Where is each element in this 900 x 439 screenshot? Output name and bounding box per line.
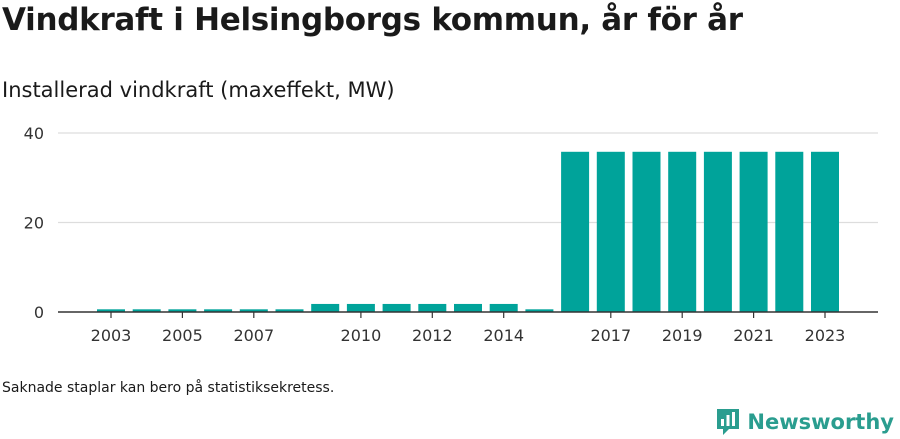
x-tick-label: 2010 (341, 326, 382, 345)
bar-2011 (382, 303, 411, 312)
y-tick-label: 20 (24, 214, 44, 233)
brand: Newsworthy (715, 407, 894, 437)
x-tick-label: 2012 (412, 326, 453, 345)
y-tick-label: 0 (34, 303, 44, 322)
bar-2016 (561, 151, 590, 312)
x-tick-label: 2014 (483, 326, 524, 345)
bar-2007 (239, 309, 268, 312)
bar-2003 (97, 309, 125, 312)
bar-2017 (596, 151, 625, 312)
bar-2012 (418, 303, 447, 312)
bar-2010 (346, 303, 375, 312)
bar-2008 (275, 309, 304, 312)
bar-2020 (703, 151, 732, 312)
bar-2018 (632, 151, 661, 312)
x-tick-label: 2007 (233, 326, 274, 345)
bar-2009 (311, 303, 340, 312)
bar-2006 (204, 309, 233, 312)
chart-title: Vindkraft i Helsingborgs kommun, år för … (2, 2, 743, 38)
bar-2022 (775, 151, 804, 312)
bar-2021 (739, 151, 768, 312)
bar-2014 (489, 303, 518, 312)
x-tick-label: 2005 (162, 326, 203, 345)
bar-2013 (454, 303, 482, 312)
x-tick-label: 2023 (805, 326, 846, 345)
brand-name: Newsworthy (747, 410, 894, 434)
footnote: Saknade staplar kan bero på statistiksek… (2, 380, 335, 396)
x-tick-label: 2017 (590, 326, 631, 345)
x-tick-label: 2003 (91, 326, 132, 345)
newsworthy-logo-icon (717, 409, 740, 435)
bar-2019 (668, 151, 697, 312)
x-tick-label: 2019 (662, 326, 703, 345)
bar-2015 (525, 309, 554, 312)
x-tick-label: 2021 (733, 326, 774, 345)
bar-chart: 0 20 40 2003 2005 2007 2010 2012 2014 2017 2019 202… (24, 124, 878, 345)
bar-2005 (168, 309, 197, 312)
y-tick-label: 40 (24, 124, 44, 143)
chart-subtitle: Installerad vindkraft (maxeffekt, MW) (2, 78, 395, 102)
bar-2004 (132, 309, 161, 312)
bar-2023 (811, 151, 839, 312)
